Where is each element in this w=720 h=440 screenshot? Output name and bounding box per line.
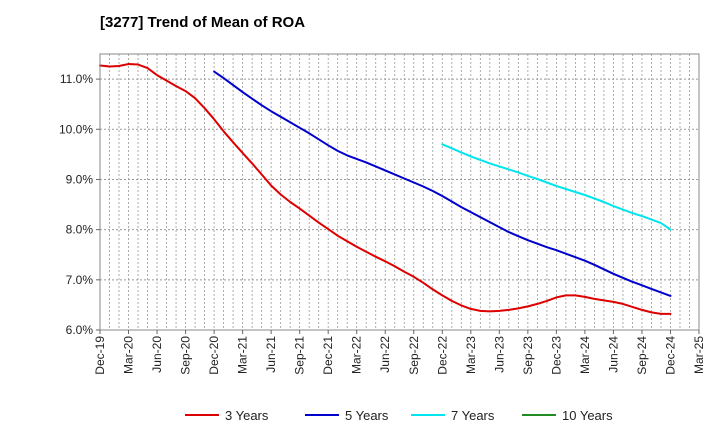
- x-tick-label: Mar-25: [692, 336, 706, 374]
- x-tick-label: Dec-22: [435, 336, 449, 375]
- x-tick-label: Mar-22: [350, 336, 364, 374]
- x-tick-label: Jun-21: [264, 336, 278, 373]
- x-tick-label: Jun-23: [492, 336, 506, 373]
- y-tick-label: 9.0%: [66, 172, 94, 186]
- y-tick-label: 11.0%: [60, 72, 93, 86]
- x-tick-label: Sep-22: [407, 336, 421, 375]
- x-tick-label: Dec-21: [321, 336, 335, 375]
- plot-frame: [99, 53, 700, 331]
- x-tick-label: Sep-23: [521, 336, 535, 375]
- series-line-5-years: [213, 70, 672, 297]
- x-tick-label: Sep-21: [293, 336, 307, 375]
- x-tick-label: Dec-23: [549, 336, 563, 375]
- x-tick-label: Mar-20: [122, 336, 136, 374]
- series-line-7-years: [441, 143, 672, 231]
- legend-label: 10 Years: [562, 408, 613, 423]
- chart-title: [3277] Trend of Mean of ROA: [100, 14, 306, 31]
- legend-label: 3 Years: [225, 408, 269, 423]
- series-layer: [99, 63, 672, 315]
- legend: 3 Years 5 Years 7 Years 10 Years: [185, 408, 613, 423]
- x-tick-label: Dec-24: [663, 336, 677, 375]
- y-tick-label: 7.0%: [66, 273, 94, 287]
- grid: [99, 54, 700, 331]
- x-tick-label: Mar-21: [236, 336, 250, 374]
- y-tick-label: 8.0%: [66, 223, 94, 237]
- x-tick-label: Sep-24: [635, 336, 649, 375]
- x-tick-label: Dec-20: [207, 336, 221, 375]
- y-tick-label: 10.0%: [59, 122, 93, 136]
- x-tick-label: Jun-24: [606, 336, 620, 373]
- y-axis: 6.0% 7.0% 8.0% 9.0% 10.0% 11.0%: [59, 72, 100, 337]
- legend-label: 7 Years: [451, 408, 495, 423]
- x-tick-label: Dec-19: [93, 336, 107, 375]
- x-tick-label: Jun-22: [378, 336, 392, 373]
- series-line-3-years: [99, 63, 672, 315]
- x-tick-label: Sep-20: [179, 336, 193, 375]
- x-tick-label: Mar-24: [578, 336, 592, 374]
- legend-label: 5 Years: [345, 408, 389, 423]
- x-axis: Dec-19 Mar-20 Jun-20 Sep-20 Dec-20 Mar-21 Jun-…: [93, 330, 706, 375]
- x-tick-label: Jun-20: [150, 336, 164, 373]
- y-tick-label: 6.0%: [66, 323, 94, 337]
- x-tick-label: Mar-23: [464, 336, 478, 374]
